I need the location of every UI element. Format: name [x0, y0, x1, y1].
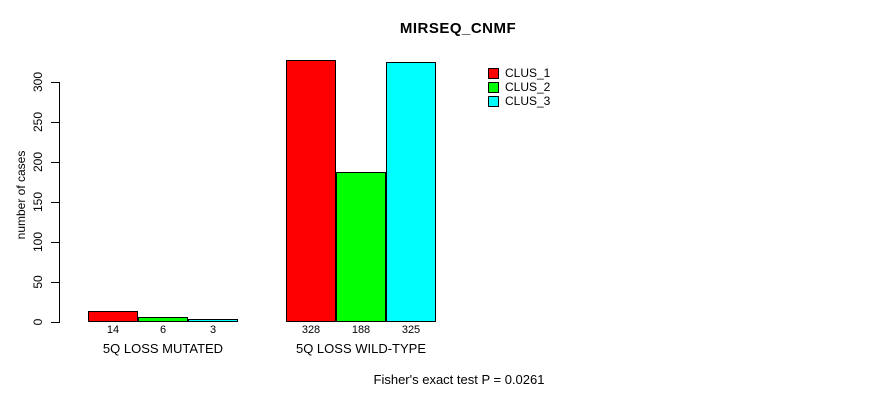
category-label: 5Q LOSS MUTATED — [102, 341, 224, 356]
bar-clus_2-2 — [336, 172, 386, 322]
legend-swatch-icon — [488, 81, 499, 93]
bar-clus_2-1 — [138, 317, 188, 322]
y-tick-label: 250 — [31, 111, 45, 133]
annotation-text: Fisher's exact test P = 0.0261 — [373, 372, 545, 387]
legend: CLUS_1 CLUS_2 CLUS_3 — [488, 66, 550, 108]
bar-value-label: 6 — [159, 324, 167, 336]
legend-item-clus_2: CLUS_2 — [488, 80, 550, 94]
y-tick-label: 100 — [31, 231, 45, 253]
bar-value-label: 3 — [209, 324, 217, 336]
y-axis-title: number of cases — [14, 150, 28, 240]
y-tick-mark — [51, 202, 59, 203]
y-axis-line — [59, 82, 60, 323]
category-label: 5Q LOSS WILD-TYPE — [295, 341, 427, 356]
y-tick-mark — [51, 82, 59, 83]
bar-value-label: 325 — [401, 324, 421, 336]
y-tick-mark — [51, 322, 59, 323]
y-tick-label: 0 — [31, 318, 45, 326]
legend-swatch-icon — [488, 67, 499, 79]
legend-item-clus_3: CLUS_3 — [488, 94, 550, 108]
y-tick-label: 150 — [31, 191, 45, 213]
y-tick-mark — [51, 282, 59, 283]
legend-label: CLUS_3 — [505, 94, 551, 108]
bar-clus_1-2 — [286, 60, 336, 322]
y-tick-mark — [51, 122, 59, 123]
y-tick-label: 50 — [31, 275, 45, 289]
y-tick-label: 200 — [31, 151, 45, 173]
bar-value-label: 188 — [351, 324, 371, 336]
y-tick-mark — [51, 162, 59, 163]
y-tick-mark — [51, 242, 59, 243]
bar-value-label: 328 — [301, 324, 321, 336]
legend-label: CLUS_1 — [505, 66, 551, 80]
legend-label: CLUS_2 — [505, 80, 551, 94]
legend-swatch-icon — [488, 95, 499, 107]
bar-clus_3-2 — [386, 62, 436, 322]
chart-title: MIRSEQ_CNMF — [399, 20, 517, 37]
bar-clus_1-1 — [88, 311, 138, 322]
bar-clus_3-1 — [188, 319, 238, 322]
legend-item-clus_1: CLUS_1 — [488, 66, 550, 80]
bar-value-label: 14 — [106, 324, 120, 336]
y-tick-label: 300 — [31, 71, 45, 93]
